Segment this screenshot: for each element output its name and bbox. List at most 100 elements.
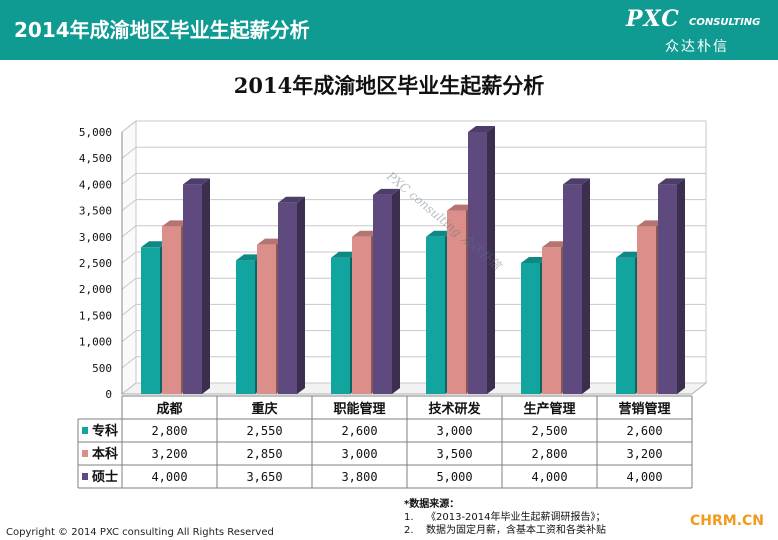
data-value-label: 2,600 (341, 424, 377, 438)
gridline (121, 303, 706, 316)
bar (468, 132, 487, 394)
gridline (121, 146, 706, 159)
bar-side (202, 178, 210, 394)
x-category-label: 重庆 (251, 401, 277, 417)
data-value-label: 2,600 (626, 424, 662, 438)
bar (278, 202, 297, 394)
note-number: 1. (404, 512, 414, 523)
bar (373, 194, 392, 394)
bar-top (141, 241, 168, 248)
data-value-label: 2,500 (531, 424, 567, 438)
bar-top (278, 196, 305, 203)
data-value-label: 2,800 (151, 424, 187, 438)
y-tick-label: 5,000 (79, 126, 112, 139)
note-item: 1. 《2013-2014年毕业生起薪调研报告》； (404, 511, 606, 524)
bar-top (542, 241, 569, 248)
bar (352, 236, 371, 394)
bar (658, 184, 677, 394)
y-tick-label: 1,000 (79, 336, 112, 349)
data-value-label: 3,500 (436, 447, 472, 461)
data-value-label: 2,550 (246, 424, 282, 438)
y-tick-label: 3,500 (79, 205, 112, 218)
data-value-label: 3,800 (341, 470, 377, 484)
bar-top (563, 178, 590, 185)
y-tick-label: 4,500 (79, 152, 112, 165)
bar (257, 244, 276, 394)
logo-pxc: PXC (626, 6, 680, 32)
bar-top (162, 220, 189, 227)
bar-top (352, 230, 379, 237)
data-value-label: 2,850 (246, 447, 282, 461)
data-value-label: 3,650 (246, 470, 282, 484)
gridline (121, 277, 706, 290)
x-category-label: 营销管理 (618, 401, 670, 417)
bar-side (677, 178, 685, 394)
bar (521, 263, 540, 394)
bar (236, 260, 255, 394)
data-value-label: 2,800 (531, 447, 567, 461)
gridline (121, 225, 706, 238)
bar-side (582, 178, 590, 394)
note-text: 数据为固定月薪，含基本工资和各类补贴 (426, 525, 606, 536)
x-category-label: 生产管理 (523, 401, 575, 417)
legend-label: 本科 (92, 446, 118, 462)
bar (637, 226, 656, 394)
gridline (121, 382, 706, 395)
bar-top (468, 126, 495, 132)
note-number: 2. (404, 525, 414, 536)
bar-side (392, 188, 400, 394)
bar-top (637, 220, 664, 227)
gridline (121, 356, 706, 369)
gridline (121, 251, 706, 264)
y-tick-label: 500 (92, 362, 112, 375)
bar (616, 257, 635, 394)
bar (447, 210, 466, 394)
legend-label: 专科 (92, 423, 118, 439)
bar-top (331, 251, 358, 258)
y-tick-label: 3,000 (79, 231, 112, 244)
bar-top (373, 188, 400, 195)
logo-consulting: CONSULTING (689, 17, 761, 28)
data-value-label: 4,000 (626, 470, 662, 484)
corner-mark: CHRM.CN (690, 513, 765, 529)
x-category-label: 成都 (156, 401, 182, 417)
y-tick-label: 0 (105, 388, 112, 401)
bar (141, 247, 160, 394)
data-value-label: 4,000 (151, 470, 187, 484)
y-tick-label: 4,000 (79, 178, 112, 191)
chart-title: 2014年成渝地区毕业生起薪分析 (233, 73, 545, 98)
bar-top (183, 178, 210, 185)
data-value-label: 3,200 (626, 447, 662, 461)
slide-title: 2014年成渝地区毕业生起薪分析 (14, 18, 310, 42)
x-category-label: 技术研发 (428, 401, 481, 417)
note-text: 《2013-2014年毕业生起薪调研报告》； (426, 512, 606, 523)
bar (426, 236, 445, 394)
gridline (121, 330, 706, 342)
bar (542, 247, 561, 394)
bar (331, 257, 350, 394)
bar (183, 184, 202, 394)
y-tick-label: 1,500 (79, 309, 112, 322)
legend-swatch (82, 450, 88, 457)
header-bar: 2014年成渝地区毕业生起薪分析 PXC CONSULTING 众达朴信 (0, 0, 778, 60)
x-category-label: 职能管理 (333, 401, 385, 417)
bar (563, 184, 582, 394)
bar-top (257, 238, 284, 245)
notes-title: *数据来源： (404, 499, 460, 510)
data-value-label: 5,000 (436, 470, 472, 484)
bar-top (236, 254, 263, 261)
data-value-label: 3,200 (151, 447, 187, 461)
note-item: 2. 数据为固定月薪，含基本工资和各类补贴 (404, 524, 606, 537)
data-value-label: 3,000 (436, 424, 472, 438)
bar-top (658, 178, 685, 185)
gridline (121, 172, 706, 185)
y-tick-label: 2,500 (79, 257, 112, 270)
data-source-notes: *数据来源： 1. 《2013-2014年毕业生起薪调研报告》； 2. 数据为固定月… (404, 498, 606, 537)
bar-side (487, 126, 495, 394)
data-value-label: 3,000 (341, 447, 377, 461)
logo-chinese: 众达朴信 (665, 39, 729, 55)
bar-top (616, 251, 643, 258)
copyright-text: Copyright © 2014 PXC consulting All Righ… (6, 527, 274, 538)
gridline (121, 120, 706, 133)
